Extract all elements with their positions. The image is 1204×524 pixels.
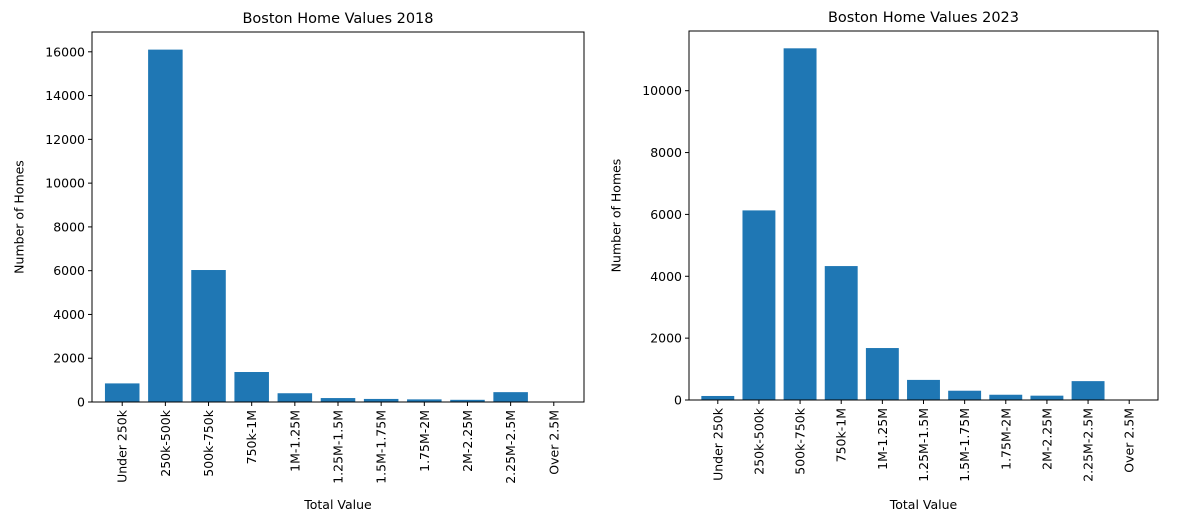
y-tick-label: 0 (674, 393, 682, 408)
x-axis-label: Total Value (889, 497, 958, 512)
bar-under-250k (701, 395, 735, 400)
x-tick-label: 250k-500k (751, 407, 766, 474)
x-tick-label: 2.25M-2.5M (1081, 408, 1096, 482)
y-tick-label: 8000 (650, 145, 682, 160)
y-tick-label: 0 (77, 395, 85, 410)
y-tick-label: 12000 (45, 132, 85, 147)
y-tick-label: 4000 (53, 307, 85, 322)
y-tick-label: 6000 (650, 207, 682, 222)
y-axis-label: Number of Homes (609, 159, 624, 273)
bar-1m-1-25m (277, 393, 313, 402)
x-tick-label: 2M-2.25M (460, 410, 475, 472)
y-tick-label: 2000 (53, 351, 85, 366)
bar-1-25m-1-5m (907, 379, 940, 400)
x-tick-label: 1.75M-2M (998, 408, 1013, 470)
y-tick-label: 6000 (53, 263, 85, 278)
x-tick-label: 1M-1.25M (875, 408, 890, 470)
y-axis-label: Number of Homes (12, 160, 27, 274)
x-tick-label: 500k-750k (201, 409, 216, 476)
bar-2-25m-2-5m (493, 392, 528, 402)
x-tick-label: Under 250k (115, 409, 130, 483)
bar-1-75m-2m (407, 399, 442, 402)
y-tick-label: 16000 (45, 44, 85, 59)
chart-2: Under 250k 250k-500k 500k-750k 750k-1M 1M-1.… (609, 10, 1159, 512)
bar-500k-750k (191, 270, 226, 402)
axes-frame (91, 31, 585, 403)
chart-title: Boston Home Values 2023 (828, 10, 1019, 26)
x-tick-label: 250k-500k (158, 409, 173, 476)
bar-750k-1m (234, 372, 269, 402)
y-tick-label: 14000 (45, 88, 85, 103)
x-tick-label: 1.25M-1.5M (916, 408, 931, 482)
bar-500k-750k (783, 48, 817, 400)
bar-1-5m-1-75m (948, 390, 982, 400)
bar-under-250k (104, 383, 140, 402)
bar-1-75m-2m (989, 394, 1023, 400)
chart-title: Boston Home Values 2018 (242, 11, 433, 27)
x-tick-label: 1.25M-1.5M (331, 410, 346, 484)
x-tick-label: 750k-1M (834, 408, 849, 462)
y-tick-label: 4000 (650, 269, 682, 284)
x-tick-label: 2.25M-2.5M (503, 410, 518, 484)
bar-250k-500k (148, 49, 183, 403)
chart-1: Under 250k 250k-500k 500k-750k 750k-1M 1M-1.… (12, 11, 585, 512)
x-tick-label: Under 250k (710, 407, 725, 481)
x-tick-label: 1.5M-1.75M (374, 410, 389, 484)
x-tick-label: 1.75M-2M (417, 410, 432, 472)
bar-2-25m-2-5m (1071, 381, 1105, 400)
bar-1-5m-1-75m (363, 398, 399, 402)
y-tick-label: 10000 (45, 176, 85, 191)
x-tick-label: Over 2.5M (546, 410, 561, 475)
bar-2m-2-25m (1030, 395, 1064, 400)
x-axis-label: Total Value (303, 497, 372, 512)
y-tick-label: 10000 (642, 83, 682, 98)
bar-1m-1-25m (865, 348, 899, 400)
x-tick-label: Over 2.5M (1122, 408, 1137, 473)
bar-250k-500k (742, 210, 776, 400)
bar-2m-2-25m (450, 399, 485, 402)
y-tick-label: 8000 (53, 219, 85, 234)
x-tick-label: 2M-2.25M (1039, 408, 1054, 470)
bar-1-25m-1-5m (320, 398, 356, 402)
x-tick-label: 1M-1.25M (287, 410, 302, 472)
axes-frame (688, 30, 1159, 401)
bar-750k-1m (824, 266, 858, 400)
y-tick-label: 2000 (650, 331, 682, 346)
x-tick-label: 1.5M-1.75M (957, 408, 972, 482)
x-tick-label: 750k-1M (244, 410, 259, 464)
x-tick-label: 500k-750k (793, 407, 808, 474)
